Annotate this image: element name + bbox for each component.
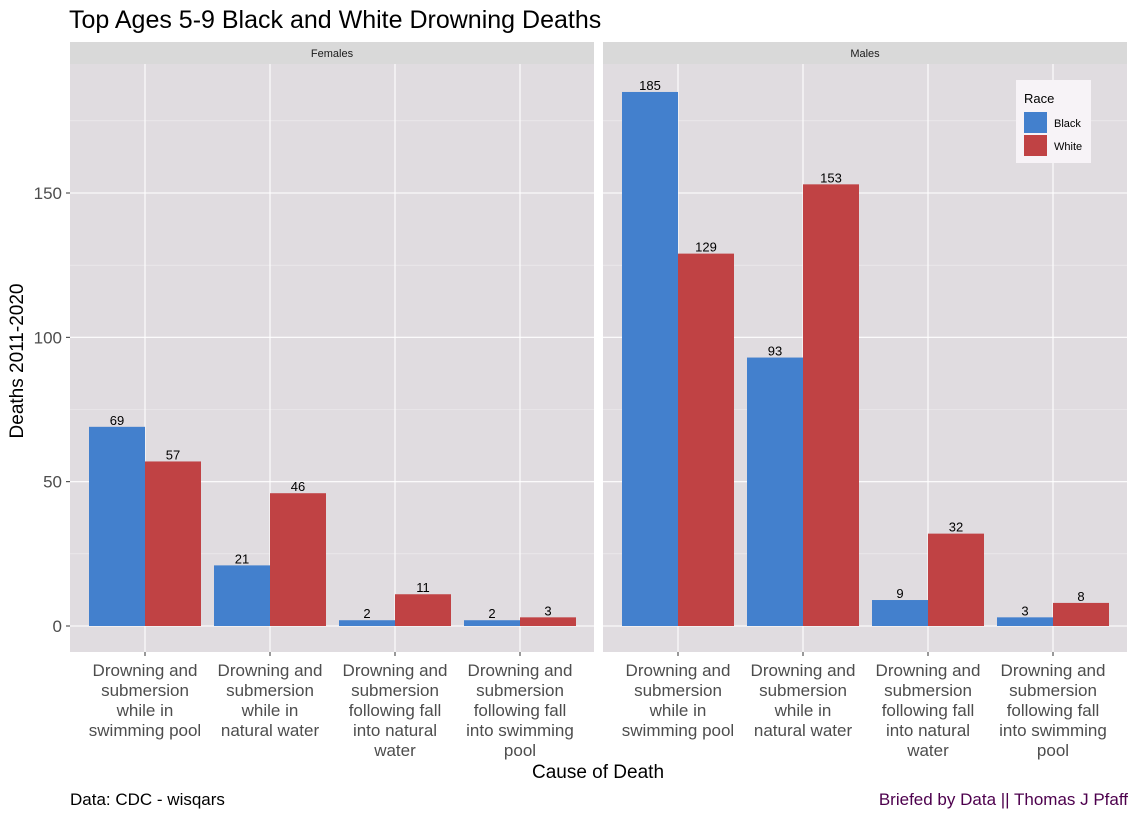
bar-males-white <box>803 184 859 626</box>
facet-label-males: Males <box>850 48 880 60</box>
bar-males-black <box>747 357 803 626</box>
y-tick-label: 150 <box>34 184 62 203</box>
bar-males-black <box>872 600 928 626</box>
bar-value-label: 153 <box>820 170 842 185</box>
x-tick-label: Drowning and submersion while in swimming p… <box>622 661 734 740</box>
legend-label-white: White <box>1054 141 1082 153</box>
bar-value-label: 129 <box>695 240 717 255</box>
legend-key-black <box>1024 112 1047 133</box>
x-axis-label: Cause of Death <box>531 762 665 783</box>
bar-value-label: 32 <box>949 520 963 535</box>
bar-value-label: 3 <box>1021 603 1028 618</box>
bar-value-label: 2 <box>488 606 495 621</box>
legend-key-white <box>1024 135 1047 156</box>
facet-strip <box>603 42 1127 64</box>
legend-title: Race <box>1024 91 1054 106</box>
facet-label-females: Females <box>311 48 354 60</box>
x-tick-label: Drowning and submersion while in natural wa… <box>751 661 856 740</box>
bar-value-label: 2 <box>363 606 370 621</box>
bar-females-black <box>214 565 270 626</box>
bar-value-label: 11 <box>416 580 430 595</box>
bar-value-label: 185 <box>639 78 661 93</box>
x-tick-label: Drowning and submersion following fall into… <box>343 661 448 760</box>
bar-females-black <box>339 620 395 626</box>
bar-females-white <box>520 617 576 626</box>
x-tick-label: Drowning and submersion following fall into… <box>876 661 981 760</box>
bar-males-white <box>678 253 734 626</box>
bar-value-label: 93 <box>768 344 782 359</box>
y-tick-label: 50 <box>43 473 62 492</box>
chart-title: Top Ages 5-9 Black and White Drowning De… <box>69 6 602 34</box>
bar-value-label: 8 <box>1077 589 1084 604</box>
caption-credit: Briefed by Data || Thomas J Pfaff <box>878 790 1128 809</box>
x-tick-label: Drowning and submersion following fall into… <box>999 661 1107 760</box>
bar-value-label: 21 <box>235 551 249 566</box>
bar-males-black <box>997 617 1053 626</box>
bar-females-white <box>395 594 451 626</box>
bar-males-black <box>622 91 678 626</box>
x-tick-label: Drowning and submersion following fall into… <box>466 661 574 760</box>
bar-value-label: 9 <box>896 586 903 601</box>
bar-males-white <box>1053 602 1109 626</box>
bar-value-label: 3 <box>544 603 551 618</box>
bar-value-label: 46 <box>291 479 305 494</box>
bar-value-label: 57 <box>166 447 180 462</box>
bar-males-white <box>928 533 984 626</box>
facet-strip <box>70 42 594 64</box>
caption-source: Data: CDC - wisqars <box>70 790 225 809</box>
bar-females-black <box>89 426 145 626</box>
bar-females-white <box>145 461 201 626</box>
x-tick-label: Drowning and submersion while in swimming p… <box>89 661 201 740</box>
bar-females-white <box>270 493 326 626</box>
bar-females-black <box>464 620 520 626</box>
bar-value-label: 69 <box>110 413 124 428</box>
y-tick-label: 0 <box>53 617 62 636</box>
legend-label-black: Black <box>1054 118 1081 130</box>
x-tick-label: Drowning and submersion while in natural wa… <box>218 661 323 740</box>
y-axis-label: Deaths 2011-2020 <box>7 283 28 439</box>
y-tick-label: 100 <box>34 328 62 347</box>
